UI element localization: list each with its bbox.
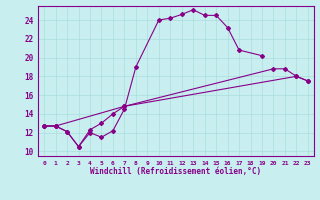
X-axis label: Windchill (Refroidissement éolien,°C): Windchill (Refroidissement éolien,°C)	[91, 167, 261, 176]
